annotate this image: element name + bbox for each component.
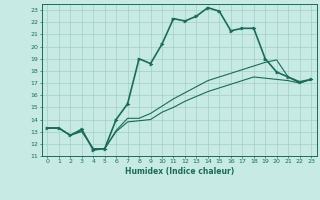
X-axis label: Humidex (Indice chaleur): Humidex (Indice chaleur) — [124, 167, 234, 176]
